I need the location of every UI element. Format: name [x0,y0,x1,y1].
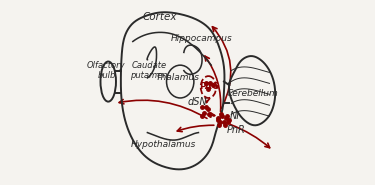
FancyArrowPatch shape [209,113,215,117]
FancyArrowPatch shape [119,100,207,118]
Text: Caudate
putamen: Caudate putamen [130,61,168,80]
Text: PAG: PAG [199,82,219,91]
Text: Hypothalamus: Hypothalamus [131,140,196,149]
Text: Thalamus: Thalamus [156,73,200,82]
Text: PnR: PnR [226,125,245,135]
FancyArrowPatch shape [205,56,221,112]
Text: Olfactory
bulb: Olfactory bulb [87,61,126,80]
FancyArrowPatch shape [230,125,270,148]
FancyArrowPatch shape [177,125,214,132]
Text: Hippocampus: Hippocampus [171,34,232,43]
Text: NI: NI [230,111,240,121]
Text: Cortex: Cortex [143,12,177,22]
FancyArrowPatch shape [212,27,231,108]
Text: Cerebellum: Cerebellum [226,89,278,98]
Text: dSN: dSN [188,97,207,107]
FancyArrowPatch shape [205,98,210,102]
